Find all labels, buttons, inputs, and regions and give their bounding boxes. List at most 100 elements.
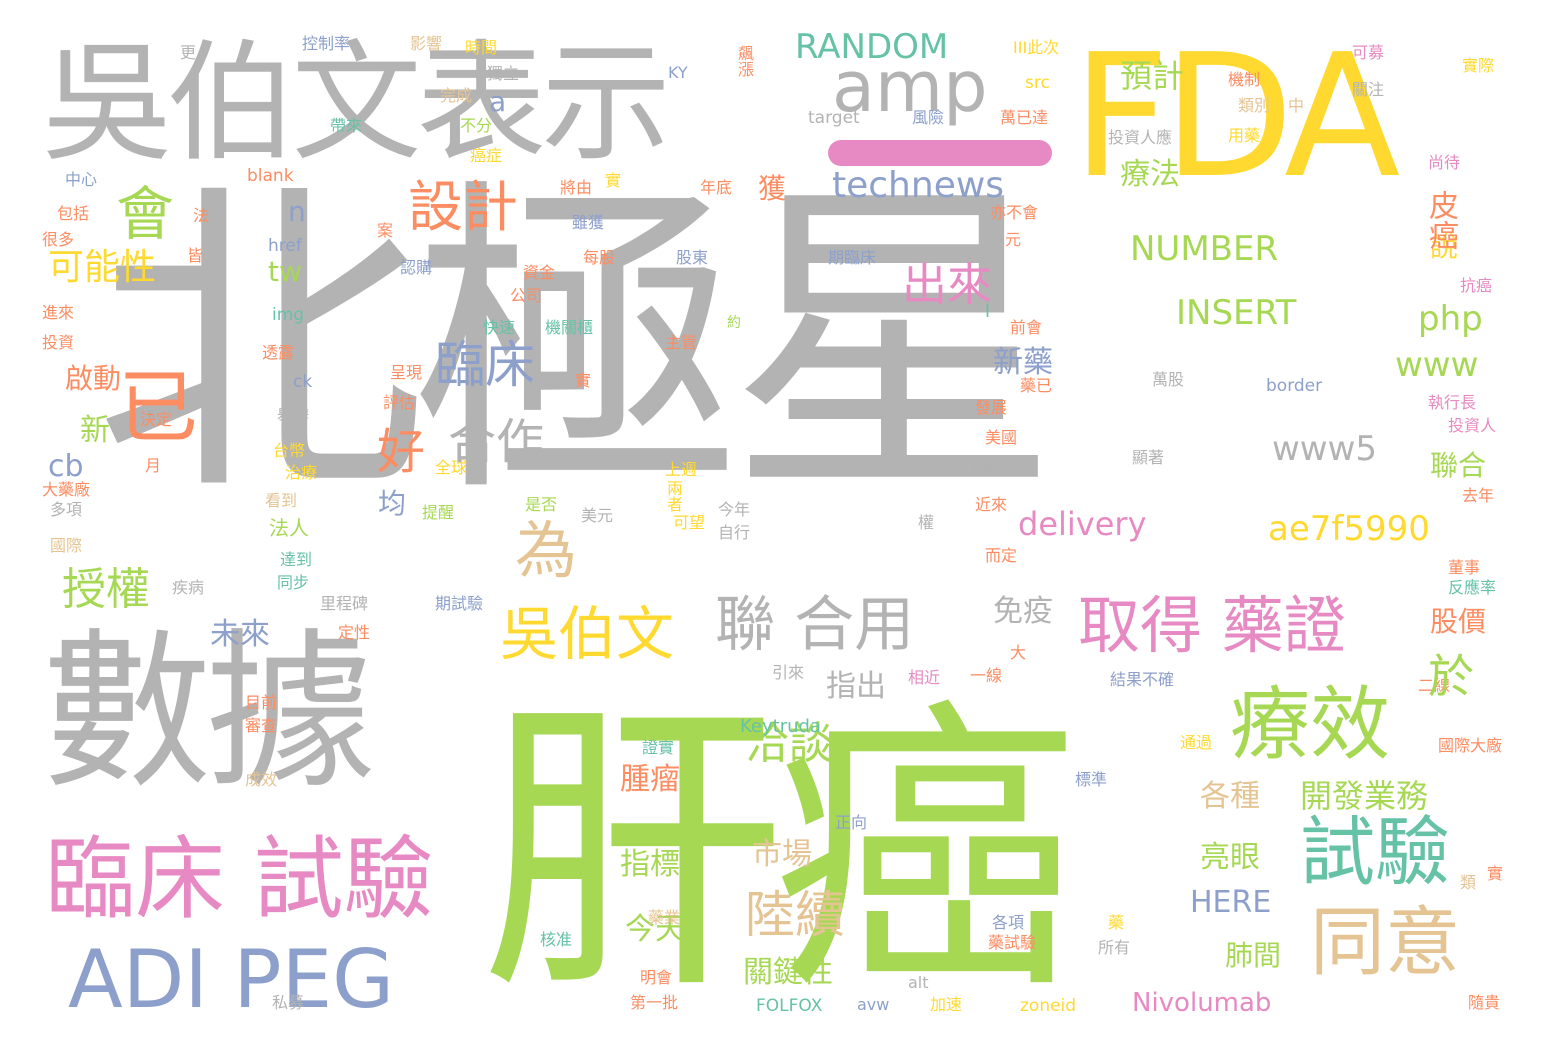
cloud-word: 很多 <box>42 230 75 249</box>
cloud-word: 已 <box>118 361 198 454</box>
cloud-word: 每股 <box>583 248 616 267</box>
cloud-word: 呈現 <box>390 363 423 382</box>
cloud-word: 期試驗 <box>435 594 484 613</box>
cloud-word: 未來 <box>210 617 270 652</box>
cloud-word: href <box>268 236 302 256</box>
cloud-word: 今年 <box>718 500 751 519</box>
cloud-word: ADI PEG <box>68 933 395 1026</box>
cloud-word: 成效 <box>245 770 278 789</box>
cloud-word: 期臨床 <box>828 248 877 267</box>
cloud-word: 藥已 <box>1020 376 1053 395</box>
cloud-word: 完成 <box>440 86 473 105</box>
cloud-word: 藥業 <box>648 908 681 927</box>
cloud-word: ae7f5990 <box>1268 509 1430 549</box>
cloud-word: 機關櫃 <box>545 318 594 337</box>
cloud-word: 陸續 <box>745 886 845 944</box>
cloud-word: 北極星 <box>95 153 1059 537</box>
cloud-word: 可募 <box>1352 43 1385 62</box>
cloud-word: 包括 <box>57 204 90 223</box>
cloud-word: 案 <box>374 222 393 238</box>
cloud-word: 美元 <box>581 506 614 525</box>
cloud-word: 為 <box>515 514 578 587</box>
cloud-word: 合作 <box>448 414 545 470</box>
cloud-word: 藥試驗 <box>988 933 1037 952</box>
cloud-word: 實 <box>602 172 621 188</box>
cloud-word: tw <box>268 255 302 288</box>
cloud-word: l <box>985 301 991 322</box>
cloud-word: 癌症 <box>470 146 503 165</box>
cloud-word: 私募 <box>272 993 305 1012</box>
cloud-word: 治療 <box>285 463 318 482</box>
cloud-word: zoneid <box>1020 996 1077 1016</box>
cloud-word: 指出 <box>826 669 886 704</box>
cloud-word: NUMBER <box>1130 229 1279 269</box>
cloud-word: 萬已達 <box>1000 108 1049 127</box>
cloud-word: 洽談 <box>745 718 833 769</box>
cloud-word: 前會 <box>1010 318 1043 337</box>
cloud-word: 證實 <box>642 738 675 757</box>
cloud-word: 開發業務 <box>1300 777 1429 815</box>
cloud-word: 肺間 <box>1225 939 1282 972</box>
cloud-word: 可能性 <box>48 247 157 288</box>
cloud-word: 同意 <box>1310 898 1461 986</box>
cloud-word: 臨床 試驗 <box>45 827 434 932</box>
cloud-word: ck <box>293 372 313 392</box>
cloud-word: 大藥廠 <box>42 480 91 499</box>
cloud-word: 吳伯文表示 <box>42 27 671 179</box>
cloud-word: 雖獲 <box>572 213 605 232</box>
cloud-word: 法 <box>193 206 210 225</box>
cloud-word: 隨貴 <box>1468 993 1501 1012</box>
cloud-word: 均 <box>378 487 407 520</box>
cloud-word: 決定 <box>140 410 173 429</box>
cloud-word: amp <box>832 46 988 128</box>
cloud-word: 近來 <box>975 495 1008 514</box>
cloud-word: 一線 <box>970 666 1003 685</box>
cloud-word: 董事 <box>1448 558 1481 577</box>
cloud-word: 獨立 <box>487 64 520 83</box>
cloud-word: 相近 <box>908 668 941 687</box>
cloud-word: 新 <box>80 413 110 448</box>
cloud-word: target <box>808 108 860 128</box>
cloud-word: 授權 <box>62 564 150 615</box>
cloud-word: 關注 <box>1352 80 1385 99</box>
cloud-word: 實 <box>1484 865 1503 881</box>
cloud-word: 萬股 <box>1152 370 1185 389</box>
cloud-word: 尚待 <box>1428 153 1461 172</box>
cloud-word: 上週 <box>665 460 698 479</box>
cloud-word: 同步 <box>277 573 310 592</box>
cloud-word: 所有 <box>1098 938 1131 957</box>
cloud-word: 主管 <box>665 333 698 352</box>
cloud-word: FOLFOX <box>756 996 823 1016</box>
cloud-word: 第一批 <box>630 993 679 1012</box>
cloud-word: 評估 <box>383 393 416 412</box>
cloud-word: 市場 <box>752 837 812 872</box>
cloud-word: 看到 <box>265 491 298 510</box>
cloud-word: 今天 <box>625 912 685 947</box>
cloud-word: 是否 <box>525 495 558 514</box>
cloud-word: 月 <box>145 456 162 475</box>
cloud-word: 新藥 <box>993 345 1053 380</box>
cloud-word: Keytruda <box>740 716 821 737</box>
cloud-word: 標準 <box>1075 770 1108 789</box>
cloud-word: 核准 <box>540 930 573 949</box>
cloud-word: 疾病 <box>172 578 205 597</box>
cloud-word: 控制率 <box>302 34 351 53</box>
cloud-word: www5 <box>1272 429 1378 469</box>
cloud-word: 投資人 <box>1448 416 1497 435</box>
cloud-word: 影響 <box>410 34 443 53</box>
cloud-word: 中 <box>1288 96 1305 115</box>
cloud-word: cb <box>48 449 84 484</box>
cloud-word: 療效 <box>1230 678 1390 771</box>
cloud-word: HERE <box>1190 885 1272 920</box>
cloud-word: 大 <box>1010 643 1027 662</box>
cloud-word: 風險 <box>912 108 945 127</box>
cloud-word: 更 <box>180 43 197 62</box>
cloud-word: 二線 <box>1418 676 1451 695</box>
cloud-word: 進來 <box>42 303 75 322</box>
cloud-word: 權 <box>918 513 935 532</box>
cloud-word: 執行長 <box>1428 393 1477 412</box>
cloud-word: RANDOM <box>795 27 949 67</box>
cloud-word: 目前 <box>245 693 278 712</box>
cloud-word: 台幣 <box>273 441 306 460</box>
